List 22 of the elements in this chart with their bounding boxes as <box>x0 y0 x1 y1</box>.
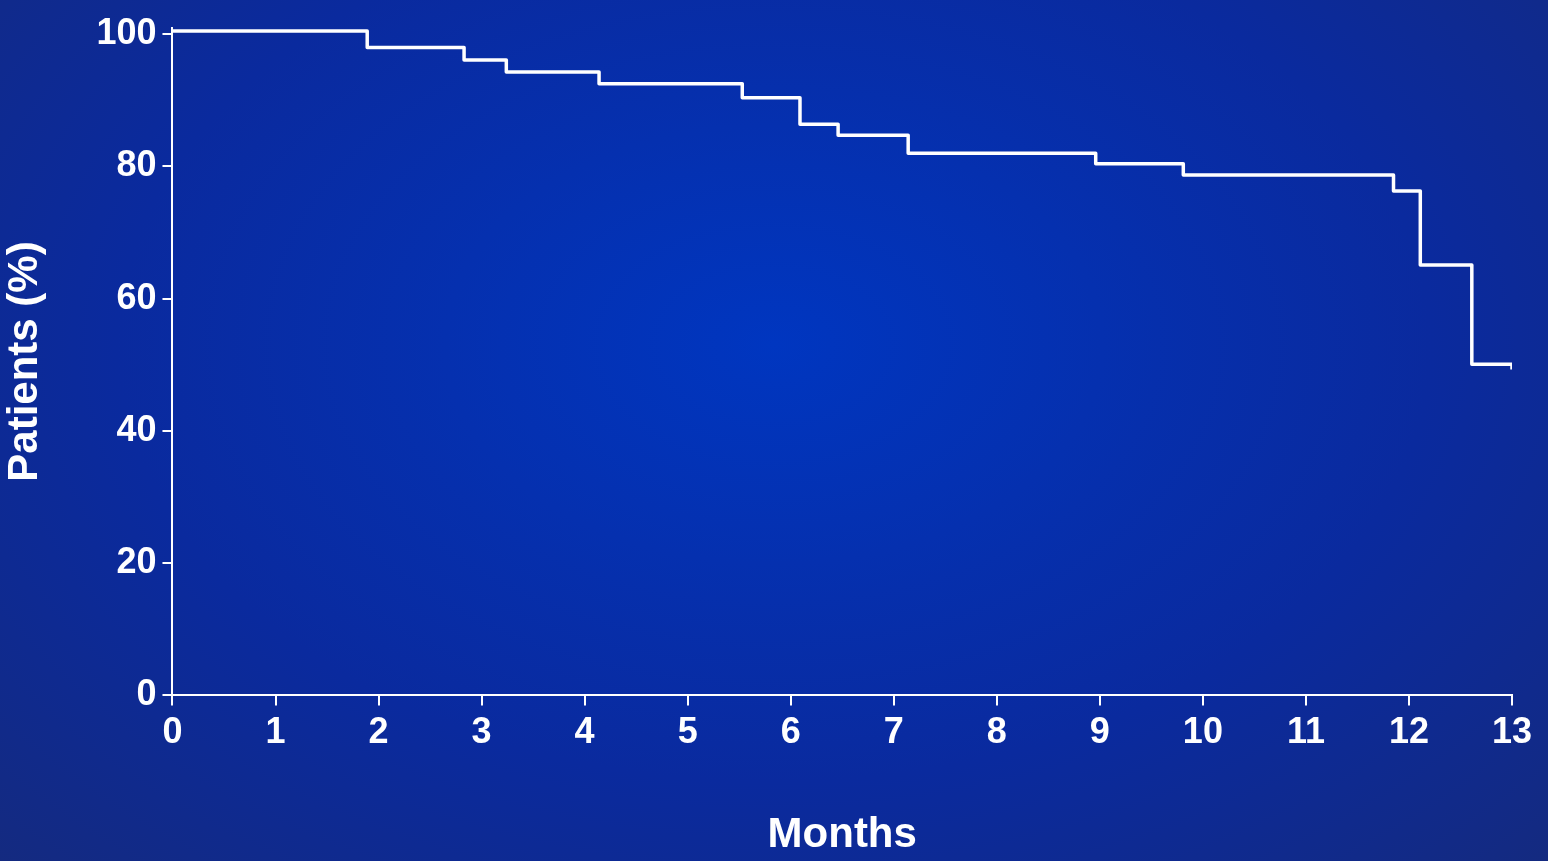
x-tick-label: 1 <box>265 709 286 751</box>
y-tick-label: 100 <box>96 11 157 53</box>
x-tick-label: 8 <box>986 709 1007 751</box>
x-tick-label: 2 <box>368 709 389 751</box>
x-tick-label: 10 <box>1182 709 1223 751</box>
y-tick-label: 40 <box>116 407 157 449</box>
y-tick-label: 20 <box>116 540 157 582</box>
x-tick-label: 6 <box>780 709 801 751</box>
y-tick-label: 80 <box>116 143 157 185</box>
x-axis-title: Months <box>767 809 917 857</box>
x-tick-label: 3 <box>471 709 492 751</box>
x-tick-label: 13 <box>1491 709 1533 751</box>
x-tick-label: 9 <box>1089 709 1110 751</box>
x-tick-label: 11 <box>1286 709 1325 751</box>
x-tick-label: 4 <box>574 709 595 751</box>
x-tick-label: 7 <box>883 709 904 751</box>
x-tick-label: 0 <box>162 709 183 751</box>
x-tick-label: 12 <box>1388 709 1429 751</box>
y-axis-title: Patients (%) <box>0 241 46 482</box>
x-tick-label: 5 <box>677 709 698 751</box>
y-tick-label: 0 <box>136 672 157 714</box>
y-tick-label: 60 <box>116 275 157 317</box>
